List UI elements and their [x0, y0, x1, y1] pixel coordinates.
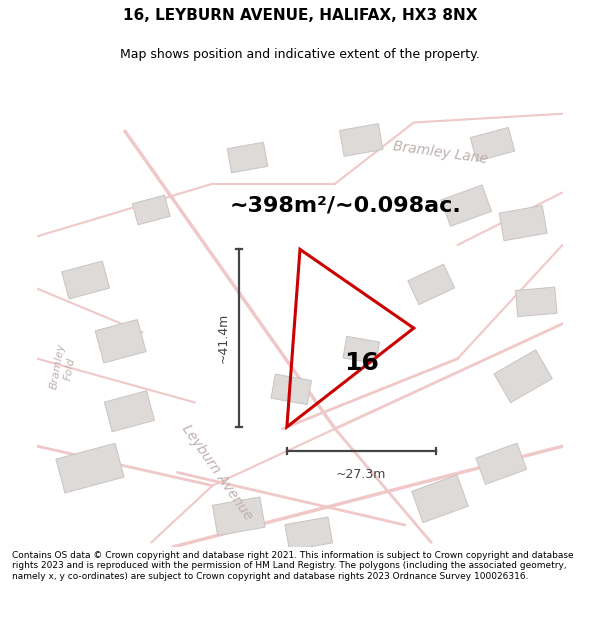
- Polygon shape: [62, 261, 110, 299]
- Polygon shape: [340, 124, 383, 156]
- Text: Contains OS data © Crown copyright and database right 2021. This information is : Contains OS data © Crown copyright and d…: [12, 551, 574, 581]
- Polygon shape: [95, 319, 146, 363]
- Text: ~398m²/~0.098ac.: ~398m²/~0.098ac.: [230, 196, 462, 216]
- Text: 16, LEYBURN AVENUE, HALIFAX, HX3 8NX: 16, LEYBURN AVENUE, HALIFAX, HX3 8NX: [123, 8, 477, 23]
- Polygon shape: [271, 374, 311, 404]
- Polygon shape: [133, 195, 170, 225]
- Polygon shape: [227, 142, 268, 172]
- Text: Leyburn Avenue: Leyburn Avenue: [179, 422, 255, 523]
- Text: Bramley
Fold: Bramley Fold: [49, 342, 79, 392]
- Text: ~27.3m: ~27.3m: [336, 468, 386, 481]
- Text: 16: 16: [344, 351, 379, 375]
- Polygon shape: [441, 185, 491, 226]
- Polygon shape: [343, 336, 380, 364]
- Polygon shape: [494, 350, 552, 403]
- Text: Map shows position and indicative extent of the property.: Map shows position and indicative extent…: [120, 48, 480, 61]
- Polygon shape: [408, 264, 455, 304]
- Text: Bramley Lane: Bramley Lane: [392, 139, 488, 167]
- Polygon shape: [212, 497, 265, 536]
- Polygon shape: [104, 391, 154, 432]
- Polygon shape: [515, 287, 557, 317]
- Polygon shape: [470, 127, 515, 161]
- Polygon shape: [412, 475, 468, 522]
- Polygon shape: [499, 206, 547, 241]
- Polygon shape: [285, 517, 332, 551]
- Text: ~41.4m: ~41.4m: [217, 313, 230, 363]
- Polygon shape: [56, 443, 124, 493]
- Polygon shape: [476, 443, 527, 484]
